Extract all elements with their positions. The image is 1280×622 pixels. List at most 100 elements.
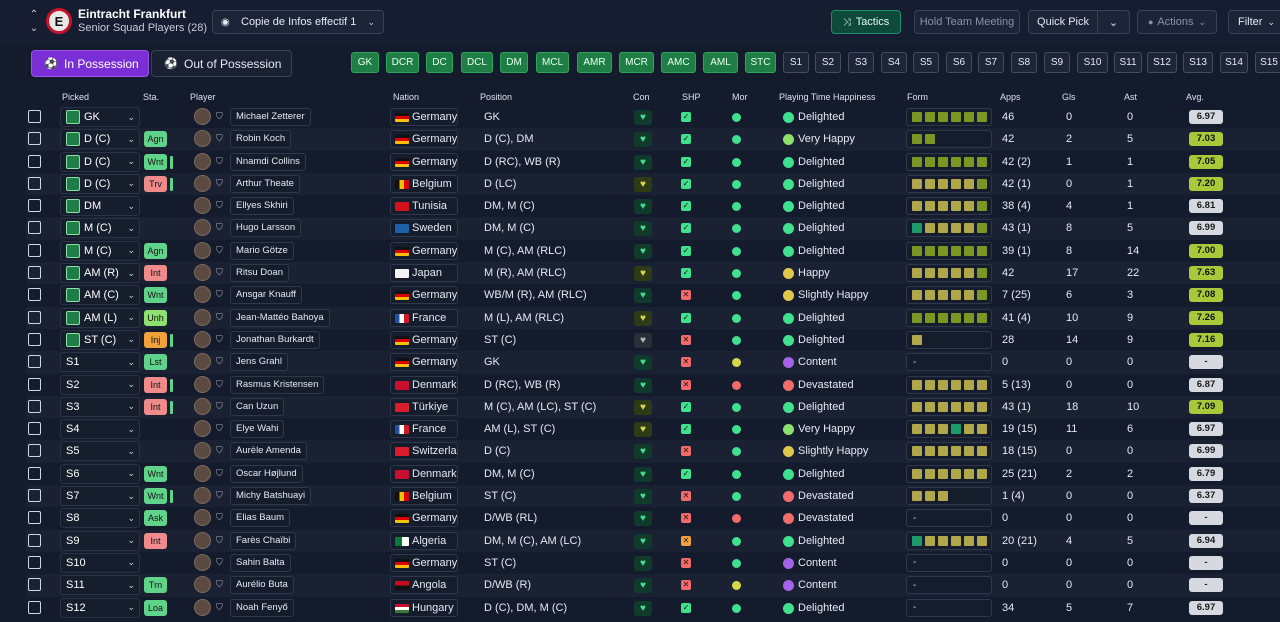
table-row[interactable]: M (C) ⌄ Agn ⛉ Mario Götze Germany M (C), AM (R… — [26, 240, 1280, 262]
player-name[interactable]: Michael Zetterer — [230, 108, 311, 126]
position-chip-s15[interactable]: S15 — [1255, 52, 1280, 73]
player-name[interactable]: Rasmus Kristensen — [230, 375, 325, 394]
position-chip-s13[interactable]: S13 — [1183, 52, 1213, 73]
player-name[interactable]: Arthur Theate — [230, 174, 300, 193]
col-morale[interactable]: Mor — [732, 92, 748, 102]
position-chip-mcr[interactable]: MCR — [619, 52, 654, 73]
picked-position-select[interactable]: S3 ⌄ — [60, 396, 140, 417]
row-checkbox[interactable] — [28, 489, 41, 503]
position-chip-s9[interactable]: S9 — [1044, 52, 1070, 73]
nation-cell[interactable]: Tunisia — [390, 197, 458, 216]
row-checkbox[interactable] — [28, 511, 41, 525]
position-chip-aml[interactable]: AML — [703, 52, 738, 73]
row-checkbox[interactable] — [28, 176, 41, 190]
position-chip-mcl[interactable]: MCL — [536, 52, 569, 73]
status-badge[interactable]: Inj — [144, 331, 167, 348]
row-checkbox[interactable] — [28, 266, 41, 280]
table-row[interactable]: S12 ⌄ Loa ⛉ Noah Fenyő Hungary D (C), DM, M (C… — [26, 597, 1280, 619]
table-row[interactable]: AM (L) ⌄ Unh ⛉ Jean-Mattéo Bahoya France M (L)… — [26, 306, 1280, 329]
status-badge[interactable]: Wnt — [144, 153, 167, 170]
picked-position-select[interactable]: S8 ⌄ — [60, 508, 140, 529]
player-name[interactable]: Oscar Højlund — [230, 464, 303, 483]
quick-pick-dropdown[interactable]: ⌄ — [1097, 10, 1130, 34]
status-badge[interactable]: Int — [144, 398, 167, 415]
status-badge[interactable]: Lst — [144, 354, 167, 371]
player-name[interactable]: Jonathan Burkardt — [230, 330, 320, 349]
status-badge[interactable]: Agn — [144, 242, 167, 259]
nation-cell[interactable]: Belgium — [390, 487, 458, 506]
nation-cell[interactable]: Germany — [390, 353, 458, 372]
row-checkbox[interactable] — [28, 578, 41, 592]
player-name[interactable]: Jean-Mattéo Bahoya — [230, 308, 330, 327]
nation-cell[interactable]: Japan — [390, 264, 458, 283]
position-chip-s11[interactable]: S11 — [1114, 52, 1142, 73]
picked-position-select[interactable]: S1 ⌄ — [60, 352, 140, 373]
status-badge[interactable]: Wnt — [144, 488, 167, 505]
picked-position-select[interactable]: M (C) ⌄ — [60, 240, 140, 261]
player-name[interactable]: Ellyes Skhiri — [230, 197, 294, 216]
col-form[interactable]: Form — [907, 92, 928, 102]
tab-in-possession[interactable]: ⚽ In Possession — [31, 50, 149, 77]
picked-position-select[interactable]: D (C) ⌄ — [60, 173, 140, 194]
row-checkbox[interactable] — [28, 533, 41, 547]
position-chip-s1[interactable]: S1 — [783, 52, 809, 73]
nation-cell[interactable]: Türkiye — [390, 397, 458, 416]
row-checkbox[interactable] — [28, 422, 41, 436]
player-name[interactable]: Ritsu Doan — [230, 264, 289, 283]
player-name[interactable]: Michy Batshuayi — [230, 487, 312, 506]
col-position[interactable]: Position — [480, 92, 513, 102]
table-row[interactable]: D (C) ⌄ Wnt ⛉ Nnamdi Collins Germany D (RC), W… — [26, 151, 1280, 173]
player-name[interactable]: Robin Koch — [230, 130, 292, 149]
player-name[interactable]: Elye Wahi — [230, 420, 285, 439]
status-badge[interactable]: Wnt — [144, 465, 167, 482]
position-chip-amr[interactable]: AMR — [577, 52, 612, 73]
col-assists[interactable]: Ast — [1124, 92, 1138, 102]
picked-position-select[interactable]: S11 ⌄ — [60, 575, 140, 596]
status-badge[interactable]: Int — [144, 532, 167, 549]
position-chip-dcr[interactable]: DCR — [386, 52, 419, 73]
status-badge[interactable]: Int — [144, 376, 167, 393]
nation-cell[interactable]: Germany — [390, 509, 458, 528]
table-row[interactable]: S5 ⌄ ⛉ Aurèle Amenda Switzerla... D (C) ♥ ✕ Slig… — [26, 440, 1280, 463]
position-chip-s5[interactable]: S5 — [913, 52, 939, 73]
tab-out-of-possession[interactable]: ⚽ Out of Possession — [151, 50, 292, 77]
row-checkbox[interactable] — [28, 110, 41, 123]
prev-next-arrows[interactable]: ⌃ ⌄ — [29, 9, 39, 34]
col-condition[interactable]: Con — [633, 92, 650, 102]
nation-cell[interactable]: Germany — [390, 152, 458, 171]
status-badge[interactable]: Trn — [144, 577, 167, 594]
picked-position-select[interactable]: AM (C) ⌄ — [60, 285, 140, 306]
position-chip-stc[interactable]: STC — [745, 52, 776, 73]
table-row[interactable]: S4 ⌄ ⛉ Elye Wahi France AM (L), ST (C) ♥ ✓ Very … — [26, 418, 1280, 440]
position-chip-gk[interactable]: GK — [351, 52, 379, 73]
nation-cell[interactable]: Denmark — [390, 375, 458, 394]
hold-team-meeting-button[interactable]: Hold Team Meeting — [914, 10, 1020, 34]
nation-cell[interactable]: Germany — [390, 241, 458, 260]
nation-cell[interactable]: Germany — [390, 553, 458, 572]
picked-position-select[interactable]: DM ⌄ — [60, 196, 140, 217]
player-name[interactable]: Sahin Balta — [230, 553, 291, 572]
col-happiness[interactable]: Playing Time Happiness — [779, 92, 876, 102]
table-row[interactable]: D (C) ⌄ Agn ⛉ Robin Koch Germany D (C), DM ♥ ✓ Ve… — [26, 128, 1280, 151]
nation-cell[interactable]: Angola — [390, 576, 458, 595]
table-row[interactable]: S10 ⌄ ⛉ Sahin Balta Germany ST (C) ♥ ✕ Content - 0… — [26, 552, 1280, 574]
position-chip-s7[interactable]: S7 — [978, 52, 1004, 73]
row-checkbox[interactable] — [28, 243, 41, 257]
col-shp[interactable]: SHP — [682, 92, 701, 102]
position-chip-s3[interactable]: S3 — [848, 52, 874, 73]
nation-cell[interactable]: Germany — [390, 286, 458, 305]
col-status[interactable]: Sta. — [143, 92, 160, 102]
row-checkbox[interactable] — [28, 444, 41, 458]
nation-cell[interactable]: Belgium — [390, 174, 458, 193]
picked-position-select[interactable]: S6 ⌄ — [60, 463, 140, 484]
position-chip-s10[interactable]: S10 — [1077, 52, 1108, 73]
row-checkbox[interactable] — [28, 555, 41, 569]
position-chip-dm[interactable]: DM — [500, 52, 528, 73]
table-row[interactable]: M (C) ⌄ ⛉ Hugo Larsson Sweden DM, M (C) ♥ ✓ Deli… — [26, 217, 1280, 240]
player-name[interactable]: Aurèle Amenda — [230, 442, 307, 461]
picked-position-select[interactable]: S10 ⌄ — [60, 552, 140, 573]
club-name[interactable]: Eintracht Frankfurt — [78, 7, 187, 21]
nation-cell[interactable]: Germany — [390, 330, 458, 349]
status-badge[interactable]: Agn — [144, 131, 167, 148]
position-chip-s4[interactable]: S4 — [881, 52, 907, 73]
